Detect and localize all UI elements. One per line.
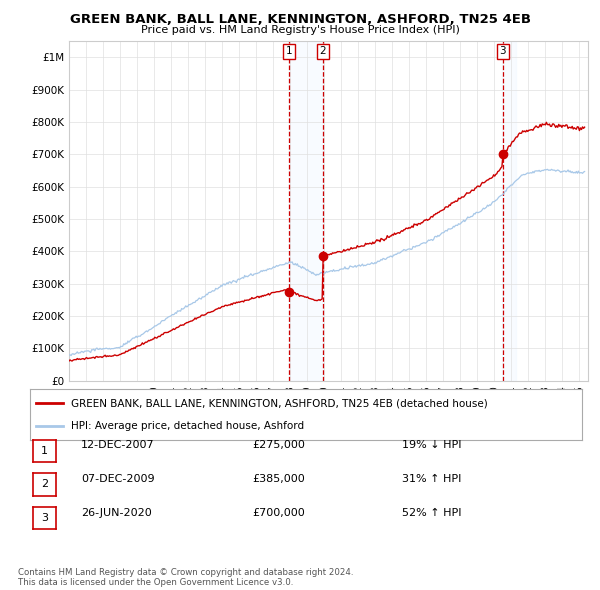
Text: HPI: Average price, detached house, Ashford: HPI: Average price, detached house, Ashf… <box>71 421 305 431</box>
Text: £385,000: £385,000 <box>252 474 305 484</box>
Text: 31% ↑ HPI: 31% ↑ HPI <box>402 474 461 484</box>
Text: £275,000: £275,000 <box>252 441 305 450</box>
Text: Price paid vs. HM Land Registry's House Price Index (HPI): Price paid vs. HM Land Registry's House … <box>140 25 460 35</box>
Text: 2: 2 <box>320 47 326 57</box>
Bar <box>502 41 517 381</box>
Text: This data is licensed under the Open Government Licence v3.0.: This data is licensed under the Open Gov… <box>18 578 293 587</box>
Text: 07-DEC-2009: 07-DEC-2009 <box>81 474 155 484</box>
Text: GREEN BANK, BALL LANE, KENNINGTON, ASHFORD, TN25 4EB (detached house): GREEN BANK, BALL LANE, KENNINGTON, ASHFO… <box>71 398 488 408</box>
Text: 12-DEC-2007: 12-DEC-2007 <box>81 441 155 450</box>
Text: 19% ↓ HPI: 19% ↓ HPI <box>402 441 461 450</box>
Text: 26-JUN-2020: 26-JUN-2020 <box>81 508 152 517</box>
Text: 1: 1 <box>41 446 48 455</box>
Text: 1: 1 <box>286 47 293 57</box>
Bar <box>289 41 323 381</box>
Text: 3: 3 <box>499 47 506 57</box>
Text: Contains HM Land Registry data © Crown copyright and database right 2024.: Contains HM Land Registry data © Crown c… <box>18 568 353 577</box>
Text: GREEN BANK, BALL LANE, KENNINGTON, ASHFORD, TN25 4EB: GREEN BANK, BALL LANE, KENNINGTON, ASHFO… <box>70 13 530 26</box>
Text: 2: 2 <box>41 480 48 489</box>
Text: 3: 3 <box>41 513 48 523</box>
Text: 52% ↑ HPI: 52% ↑ HPI <box>402 508 461 517</box>
Text: £700,000: £700,000 <box>252 508 305 517</box>
